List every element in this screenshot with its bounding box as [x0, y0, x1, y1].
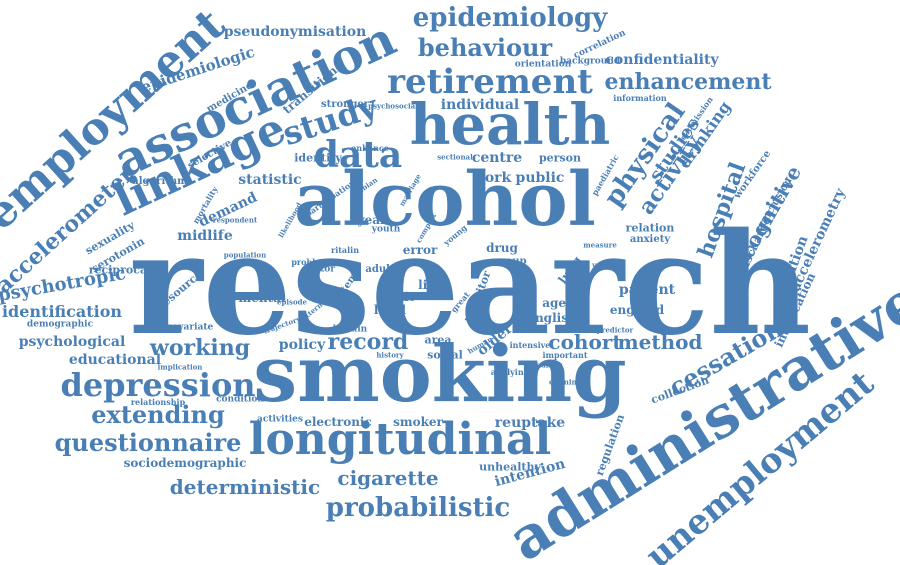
word-england: england: [609, 303, 665, 317]
word-confidentiality: confidentiality: [605, 52, 719, 68]
word-longitudinal: longitudinal: [248, 414, 552, 465]
word-educational: educational: [68, 352, 162, 368]
word-covariate: covariate: [166, 322, 214, 333]
word-cigarette: cigarette: [337, 466, 439, 490]
word-reciprocal: reciprocal: [88, 263, 152, 277]
word-activities: activities: [257, 414, 303, 425]
word-working: working: [149, 335, 251, 361]
word-depression: depression: [60, 366, 256, 404]
word-data: data: [313, 134, 403, 176]
word-relation: relation: [625, 221, 675, 235]
word-electronic: electronic: [304, 415, 372, 429]
word-unhealthy: unhealthy: [479, 460, 541, 474]
word-group: group: [493, 256, 527, 267]
word-epidemiology: epidemiology: [412, 3, 608, 33]
word-individual: individual: [440, 97, 520, 113]
word-retirement: retirement: [387, 62, 593, 102]
word-drug: drug: [486, 241, 518, 255]
word-factor: factor: [304, 264, 336, 275]
word-mental: mental: [238, 291, 286, 305]
word-live: live: [418, 278, 442, 292]
word-algorithm: algorithm: [132, 176, 188, 187]
word-sociodemographic: sociodemographic: [123, 456, 247, 470]
word-error: error: [402, 243, 438, 257]
word-ageing: ageing: [542, 296, 588, 310]
word-stronger: stronger: [320, 99, 370, 110]
word-behaviour: behaviour: [417, 33, 553, 62]
word-enhance: enhance: [351, 143, 389, 153]
word-measure: measure: [583, 240, 617, 250]
word-variable: variable: [592, 260, 624, 270]
word-intensive: intensive: [509, 340, 551, 350]
word-record: record: [327, 329, 409, 355]
word-important: important: [542, 350, 588, 360]
word-enhancement: enhancement: [604, 69, 772, 95]
word-social: social: [427, 348, 463, 362]
word-extending: extending: [91, 400, 225, 429]
word-method: method: [617, 330, 703, 354]
word-problem: problem: [291, 257, 329, 267]
word-area: area: [424, 333, 452, 347]
word-smoking: smoking: [253, 329, 627, 420]
word-deterministic: deterministic: [169, 475, 321, 499]
word-exit: exit: [389, 290, 415, 304]
word-questionnaire: questionnaire: [54, 428, 242, 457]
word-identification: identification: [1, 302, 123, 321]
word-applying: applying: [490, 367, 530, 377]
word-psychological: psychological: [18, 334, 126, 350]
word-pseudonymisation: pseudonymisation: [223, 24, 367, 40]
word-probabilistic: probabilistic: [325, 493, 511, 523]
word-condition: condition: [216, 394, 264, 405]
word-midlife: midlife: [177, 228, 233, 244]
word-public: public: [515, 170, 565, 186]
word-relationship: relationship: [130, 397, 186, 407]
word-research: research: [128, 203, 812, 367]
word-youth: youth: [371, 224, 401, 235]
word-cohort: cohort: [548, 330, 622, 354]
word-implication: implication: [157, 362, 203, 372]
word-person: person: [538, 151, 582, 165]
word-accuracy: accuracy: [527, 360, 563, 370]
word-psychosocial: psychosocial: [368, 101, 418, 111]
word-britain: britain: [332, 324, 368, 335]
word-respondent: respondent: [212, 215, 258, 225]
word-anxiety: anxiety: [629, 234, 671, 245]
word-alcohol: alcohol: [294, 157, 596, 243]
word-smoker: smoker: [393, 415, 443, 429]
word-reuptake: reuptake: [494, 415, 566, 431]
word-patient: patient: [618, 282, 676, 298]
word-health: health: [409, 92, 611, 158]
word-orientation: orientation: [514, 59, 572, 70]
word-year: year: [357, 213, 387, 227]
word-demographic: demographic: [26, 319, 94, 330]
word-episode: episode: [277, 297, 307, 307]
word-identity: identity: [294, 151, 342, 165]
word-ritalin: ritalin: [330, 245, 360, 255]
word-population: population: [223, 250, 267, 260]
word-cotinine: cotinine: [548, 377, 582, 387]
word-policy: policy: [278, 337, 326, 353]
word-english: english: [527, 311, 577, 325]
word-centre: centre: [471, 150, 523, 166]
word-adult: adult: [365, 264, 395, 275]
word-information: information: [613, 93, 667, 103]
word-local: local: [373, 303, 407, 317]
word-sectional: sectional: [437, 152, 473, 162]
word-background: background: [559, 56, 621, 67]
word-work: work: [472, 170, 512, 186]
word-predictor: predictor: [596, 325, 634, 335]
word-statistic: statistic: [238, 172, 302, 188]
word-history: history: [376, 350, 404, 360]
